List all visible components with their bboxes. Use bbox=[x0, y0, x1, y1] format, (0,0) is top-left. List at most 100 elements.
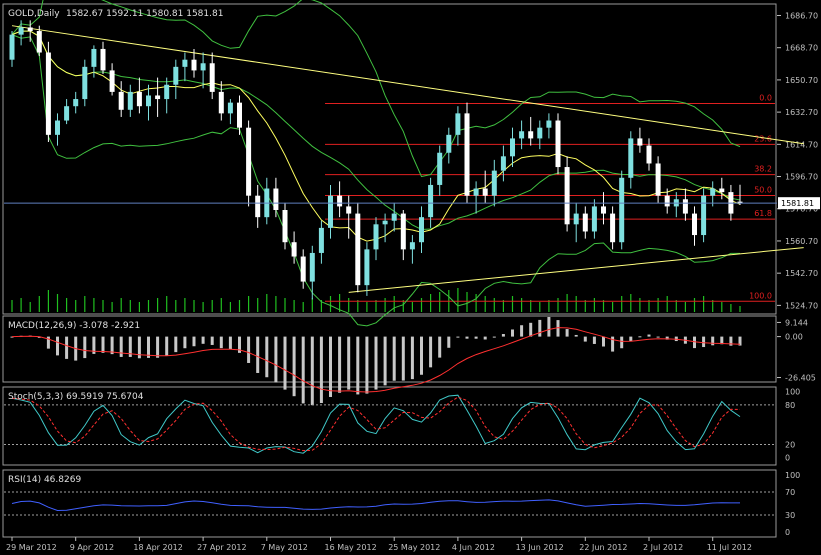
macd-panel bbox=[2, 315, 777, 383]
price-tick-label: 1686.70 bbox=[785, 11, 818, 20]
macd-bar bbox=[183, 336, 187, 349]
rsi-tick-label: 70 bbox=[785, 488, 795, 497]
last-price-badge bbox=[778, 197, 820, 210]
macd-bar bbox=[693, 336, 696, 349]
x-axis: 29 Mar 2012 9 Apr 2012 18 Apr 2012 27 Apr 2… bbox=[6, 537, 752, 552]
candle-body bbox=[373, 224, 379, 250]
macd-bar bbox=[456, 336, 460, 338]
macd-bar bbox=[192, 336, 196, 347]
fib-level-label: 100.0 bbox=[749, 291, 772, 300]
macd-bar bbox=[447, 336, 451, 348]
macd-bar bbox=[520, 325, 524, 337]
macd-bar bbox=[556, 320, 560, 337]
candle-body bbox=[419, 217, 424, 243]
candle-body bbox=[109, 70, 115, 92]
candle-body bbox=[209, 63, 215, 92]
macd-bar bbox=[474, 336, 478, 339]
rsi-title: RSI(14) 46.8269 bbox=[8, 475, 81, 485]
rsi-tick-label: 30 bbox=[785, 511, 795, 520]
macd-bar bbox=[538, 319, 542, 337]
candle-body bbox=[664, 195, 670, 207]
price-tick-label: 1578.70 bbox=[785, 205, 818, 214]
candle-body bbox=[692, 213, 697, 236]
macd-bar bbox=[101, 336, 105, 353]
bollinger-middle bbox=[11, 30, 741, 231]
price-tick-label: 1614.70 bbox=[785, 140, 818, 149]
candle-body bbox=[528, 131, 534, 139]
candle-body bbox=[255, 195, 261, 218]
candle-body bbox=[719, 188, 725, 193]
macd-bar bbox=[247, 336, 251, 363]
stoch-signal-line bbox=[11, 396, 741, 452]
stoch-tick-label: 20 bbox=[785, 441, 795, 450]
macd-bar bbox=[110, 336, 114, 355]
macd-bar bbox=[738, 336, 742, 346]
candle-body bbox=[127, 91, 133, 110]
candle-body bbox=[328, 195, 333, 228]
candle-body bbox=[537, 127, 543, 139]
candle-body bbox=[282, 210, 288, 243]
price-panel bbox=[2, 3, 777, 315]
fib-level-label: 0.0 bbox=[759, 94, 772, 103]
macd-bar bbox=[711, 336, 715, 346]
candle-body bbox=[628, 138, 634, 178]
macd-bar bbox=[338, 336, 342, 393]
price-tick-label: 1524.70 bbox=[785, 301, 818, 310]
macd-bar bbox=[56, 336, 59, 356]
candle-body bbox=[346, 206, 352, 214]
macd-signal-line bbox=[11, 327, 741, 393]
date-label: 13 Jun 2012 bbox=[516, 543, 564, 552]
macd-bar bbox=[620, 336, 624, 349]
date-label: 25 May 2012 bbox=[388, 543, 440, 552]
macd-bar bbox=[420, 336, 423, 375]
fib-level-label: 23.6 bbox=[754, 134, 772, 143]
price-ohlc: 1582.67 1592.11 1580.81 1581.81 bbox=[66, 9, 223, 19]
macd-bar bbox=[529, 322, 533, 337]
candle-body bbox=[73, 99, 79, 107]
candle-body bbox=[409, 242, 415, 250]
macd-bar bbox=[301, 336, 305, 404]
candle-body bbox=[473, 188, 479, 196]
stoch-tick-label: 100 bbox=[785, 388, 800, 397]
candle-body bbox=[200, 63, 206, 71]
stoch-panel bbox=[2, 386, 777, 466]
candle-body bbox=[682, 199, 688, 214]
candle-body bbox=[36, 31, 42, 53]
macd-bar bbox=[174, 336, 178, 353]
macd-bar bbox=[483, 336, 487, 340]
macd-bar bbox=[356, 336, 360, 395]
rsi-panel bbox=[2, 469, 777, 538]
candle-body bbox=[500, 156, 506, 171]
macd-title: MACD(12,26,9) -3.078 -2.921 bbox=[8, 321, 140, 331]
candle-body bbox=[173, 66, 179, 85]
price-tick-label: 1542.70 bbox=[785, 269, 818, 278]
fib-level-label: 50.0 bbox=[754, 186, 772, 195]
fib-level-label: 61.8 bbox=[754, 209, 772, 218]
candle-body bbox=[191, 59, 197, 71]
candle-body bbox=[146, 95, 151, 107]
date-label: 27 Apr 2012 bbox=[197, 543, 246, 552]
macd-bar bbox=[720, 336, 724, 345]
candle-body bbox=[482, 188, 488, 196]
price-tick-label: 1632.70 bbox=[785, 108, 818, 117]
macd-bar bbox=[137, 336, 141, 359]
macd-bar bbox=[156, 336, 160, 358]
candle-body bbox=[573, 213, 579, 225]
candle-body bbox=[118, 91, 124, 110]
macd-bar bbox=[374, 336, 378, 390]
candle-body bbox=[227, 102, 233, 114]
candle-body bbox=[400, 213, 406, 250]
candle-body bbox=[318, 227, 324, 253]
candle-body bbox=[446, 134, 452, 153]
candle-body bbox=[546, 120, 552, 128]
candle-body bbox=[519, 131, 525, 139]
candle-body bbox=[27, 27, 33, 32]
candle-body bbox=[182, 59, 188, 67]
macd-bar bbox=[219, 336, 223, 349]
macd-bar bbox=[702, 336, 706, 348]
candle-body bbox=[455, 113, 461, 135]
stoch-layer: 100 80 20 0 bbox=[4, 388, 800, 463]
candle-body bbox=[610, 213, 616, 243]
candle-body bbox=[237, 102, 242, 128]
